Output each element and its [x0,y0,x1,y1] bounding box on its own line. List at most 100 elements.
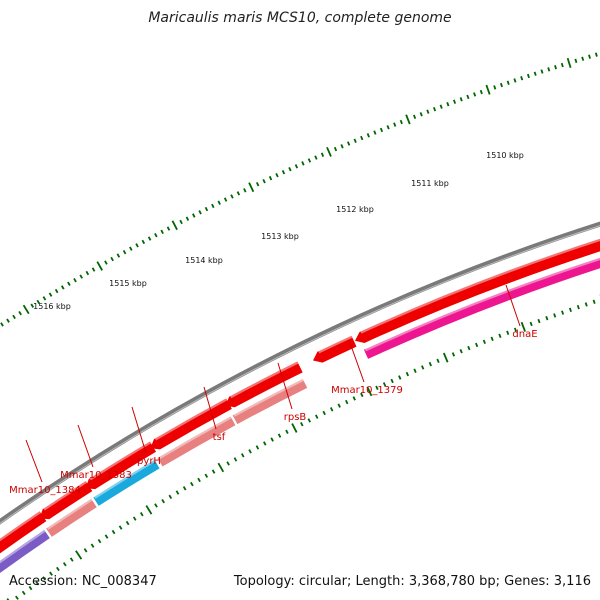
minor-tick [453,99,457,104]
inner-minor-tick [584,302,588,307]
gene-label-leader [25,439,43,483]
minor-tick [179,219,183,225]
gene-mmar10-1383 [39,480,93,520]
major-tick [248,182,255,193]
minor-tick [399,119,403,125]
genome-backbone [0,221,600,525]
inner-minor-tick [49,571,53,576]
inner-minor-tick [277,433,282,438]
inner-minor-tick [482,339,486,345]
inner-minor-tick [421,365,425,370]
inner-minor-tick [28,585,33,591]
inner-minor-tick [300,422,304,427]
inner-major-tick [366,386,373,397]
inner-minor-tick [382,382,387,387]
inner-minor-tick [529,321,533,327]
inner-minor-tick [35,581,40,586]
inner-major-tick [145,505,153,515]
gene-label: rpsB [284,412,307,423]
feature-pyrH [93,459,160,506]
inner-minor-tick [226,461,230,466]
minor-tick [268,175,273,181]
feature-tsf-highlight [158,416,232,460]
inner-minor-tick [513,327,518,332]
inner-minor-tick [255,445,260,450]
footer-accession: Accession: NC_008347 [9,574,157,589]
gene-label: Mmar10_1379 [331,385,403,396]
inner-minor-tick [285,429,289,435]
inner-minor-tick [56,566,60,572]
gene-tsf [150,398,232,450]
inner-minor-tick [345,399,349,405]
gene-mmar10-1379-highlight [318,335,353,354]
feature-dnaE [363,257,600,359]
minor-tick [446,102,450,107]
minor-tick [85,270,90,276]
tick-label: 1515 kbp [109,279,147,288]
tick-label: 1514 kbp [185,256,223,265]
gene-label-leader [348,339,365,383]
minor-tick [67,281,71,286]
gene-label-leader [131,406,147,454]
major-tick [405,114,411,125]
minor-tick [154,233,158,238]
inner-minor-tick [233,457,238,462]
minor-tick [459,97,463,102]
minor-tick [6,318,10,323]
inner-minor-tick [190,481,194,487]
minor-tick [79,274,83,279]
major-tick [326,146,332,157]
inner-major-tick [217,462,225,473]
minor-tick [147,236,152,241]
inner-minor-tick [15,595,19,600]
inner-minor-tick [337,403,341,408]
gene-mmar10-1379 [313,335,357,363]
gene-label: pyrH [137,456,161,467]
gene-dnaE [354,238,600,343]
inner-minor-tick [545,316,549,321]
minor-tick [48,292,53,297]
minor-tick [294,164,299,169]
minor-tick [347,141,351,146]
gene-label: tsf [213,432,226,443]
feature-pyrH-highlight [94,459,156,499]
minor-tick [281,169,286,175]
minor-tick [262,178,266,184]
inner-minor-tick [537,318,541,324]
inner-minor-tick [405,371,410,377]
gene-label-leader [77,424,94,468]
inner-minor-tick [111,529,116,535]
inner-minor-tick [561,310,565,315]
inner-minor-tick [568,307,572,313]
inner-minor-tick [490,336,494,341]
minor-tick [479,89,483,95]
inner-minor-tick [69,557,74,562]
inner-minor-tick [322,410,326,416]
minor-tick [588,54,591,59]
minor-tick [110,256,114,262]
minor-tick [0,322,4,327]
gene-tsf-highlight [154,398,228,441]
minor-tick [54,288,59,294]
minor-tick [560,62,564,68]
minor-tick [60,285,65,290]
inner-minor-tick [204,473,209,478]
gene-label-leader [277,362,293,410]
minor-tick [135,243,139,248]
tick-label: 1511 kbp [411,179,449,188]
minor-tick [594,52,598,57]
inner-minor-tick [182,486,187,491]
minor-tick [432,107,437,112]
minor-tick [236,191,241,196]
gene-pyrH-highlight [89,441,152,481]
minor-tick [104,260,108,265]
gene-dnaE-highlight [360,238,600,334]
minor-tick [91,267,96,272]
inner-minor-tick [211,469,216,474]
minor-tick [540,69,544,74]
minor-tick [360,135,364,141]
inner-minor-tick [360,392,364,398]
minor-tick [314,155,318,160]
tick-label: 1510 kbp [486,151,524,160]
